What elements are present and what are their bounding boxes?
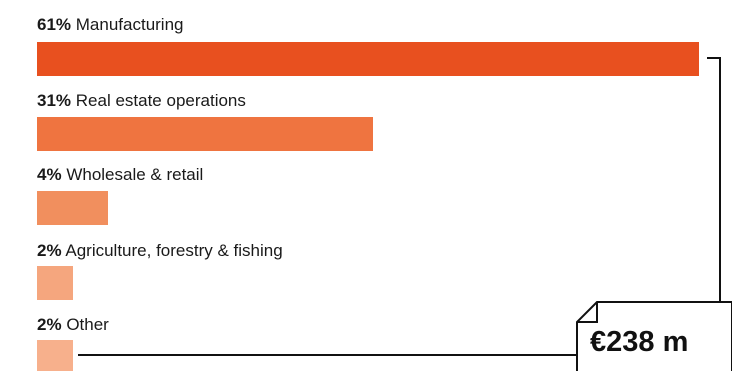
bar-agriculture bbox=[37, 266, 73, 300]
value-label-real-estate: 31% bbox=[37, 91, 72, 110]
label-wholesale-retail: 4% Wholesale & retail bbox=[37, 165, 203, 185]
total-amount: €238 m bbox=[590, 326, 689, 358]
bar-manufacturing bbox=[37, 42, 699, 76]
category-label-real-estate: Real estate operations bbox=[75, 91, 246, 110]
category-label-manufacturing: Manufacturing bbox=[75, 15, 184, 34]
category-label-wholesale-retail: Wholesale & retail bbox=[66, 165, 204, 184]
label-agriculture: 2% Agriculture, forestry & fishing bbox=[37, 241, 283, 261]
label-real-estate: 31% Real estate operations bbox=[37, 91, 246, 111]
bar-real-estate bbox=[37, 117, 373, 151]
value-label-other: 2% bbox=[37, 315, 62, 334]
value-label-wholesale-retail: 4% bbox=[37, 165, 62, 184]
label-manufacturing: 61% Manufacturing bbox=[37, 15, 184, 35]
bar-wholesale-retail bbox=[37, 191, 108, 225]
value-label-manufacturing: 61% bbox=[37, 15, 72, 34]
value-label-agriculture: 2% bbox=[37, 241, 62, 260]
category-label-agriculture: Agriculture, forestry & fishing bbox=[65, 241, 283, 260]
bracket-line bbox=[706, 57, 721, 303]
label-other: 2% Other bbox=[37, 315, 109, 335]
category-label-other: Other bbox=[66, 315, 109, 334]
bar-other bbox=[37, 340, 73, 371]
callout-fold-corner bbox=[577, 302, 598, 323]
